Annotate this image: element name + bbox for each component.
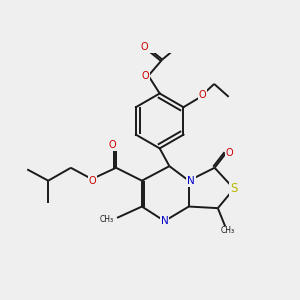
Text: N: N [187,176,195,186]
Text: O: O [198,90,206,100]
Text: O: O [141,71,149,81]
Text: S: S [230,182,238,195]
Text: O: O [141,42,148,52]
Text: CH₃: CH₃ [220,226,235,235]
Text: O: O [226,148,234,158]
Text: N: N [161,216,168,226]
Text: O: O [89,176,96,186]
Text: O: O [108,140,116,150]
Text: CH₃: CH₃ [100,215,114,224]
